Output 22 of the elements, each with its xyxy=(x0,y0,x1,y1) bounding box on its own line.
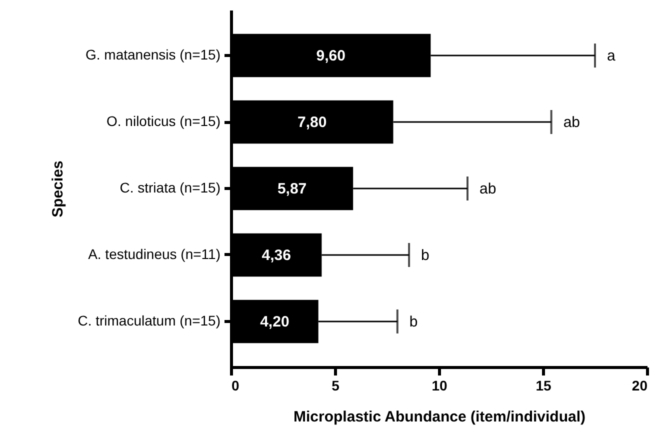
y-tick-label: O. niloticus (n=15) xyxy=(106,113,220,130)
y-tick-label: C. striata (n=15) xyxy=(120,180,220,196)
x-tick-label: 10 xyxy=(432,378,448,394)
x-tick-label: 0 xyxy=(232,378,240,394)
annotation: ab xyxy=(479,180,496,198)
y-tick-label: G. matanensis (n=15) xyxy=(85,46,220,63)
x-tick-label: 5 xyxy=(332,378,340,394)
data-label: 4,20 xyxy=(260,313,290,330)
y-tick-label: C. trimaculatum (n=15) xyxy=(78,312,220,328)
annotation: b xyxy=(421,246,430,264)
annotation: a xyxy=(607,48,616,65)
x-axis-title: Microplastic Abundance (item/individual) xyxy=(294,408,586,426)
data-label: 9,60 xyxy=(316,48,346,65)
x-tick-label: 15 xyxy=(536,378,552,394)
x-tick-label: 20 xyxy=(632,378,648,394)
data-label: 4,36 xyxy=(262,246,291,264)
data-label: 7,80 xyxy=(298,114,327,132)
data-label: 5,87 xyxy=(277,180,307,198)
annotation: b xyxy=(409,313,418,330)
annotation: ab xyxy=(563,114,580,132)
y-tick-label: A. testudineus (n=11) xyxy=(88,246,220,262)
y-axis-title: Species xyxy=(50,160,67,218)
